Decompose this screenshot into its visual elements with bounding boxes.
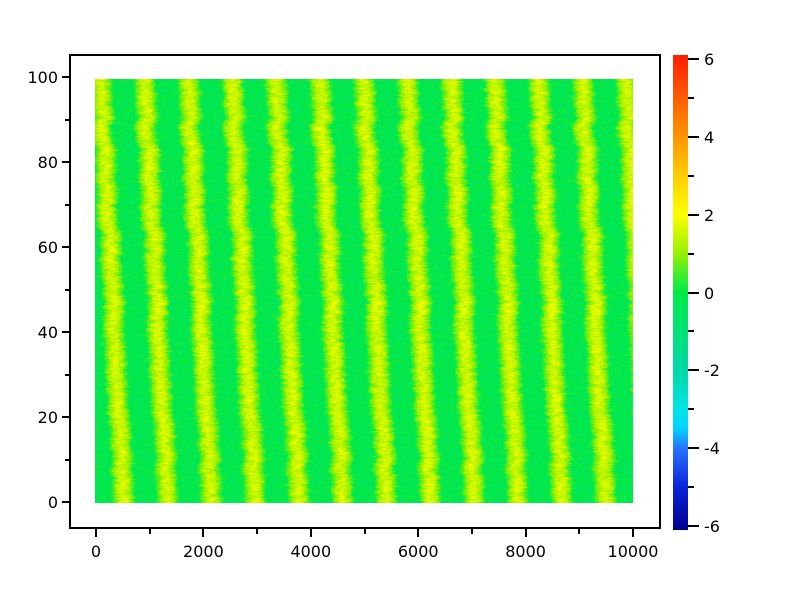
colorbar-major-tick bbox=[688, 291, 699, 294]
x-axis-tick-label: 4000 bbox=[290, 542, 332, 561]
colorbar-tick-label: -2 bbox=[704, 361, 720, 381]
colorbar-major-tick bbox=[688, 213, 699, 216]
y-axis-major-tick bbox=[62, 501, 70, 503]
colorbar-tick-label: 6 bbox=[704, 49, 715, 69]
y-axis-minor-tick bbox=[65, 458, 70, 461]
x-axis-major-tick bbox=[417, 529, 420, 537]
x-axis-tick-label: 0 bbox=[90, 542, 102, 561]
y-axis-major-tick bbox=[62, 161, 70, 163]
colorbar-tick-label: -4 bbox=[704, 439, 720, 459]
x-axis-minor-tick bbox=[363, 529, 366, 534]
colorbar-tick-label: -6 bbox=[704, 517, 720, 537]
y-axis-tick-label: 20 bbox=[37, 408, 58, 427]
colorbar-minor-tick bbox=[688, 330, 694, 333]
colorbar-minor-tick bbox=[688, 486, 694, 489]
colorbar-tick-label: 2 bbox=[704, 205, 715, 225]
colorbar-major-tick bbox=[688, 135, 699, 138]
x-axis-major-tick bbox=[632, 529, 634, 537]
colorbar-minor-tick bbox=[688, 252, 694, 255]
colorbar-tick-label: 0 bbox=[704, 283, 715, 303]
heatmap-canvas bbox=[95, 79, 633, 503]
y-axis-major-tick bbox=[62, 76, 70, 78]
x-axis-minor-tick bbox=[578, 529, 581, 534]
x-axis-major-tick bbox=[202, 529, 205, 537]
colorbar-minor-tick bbox=[688, 96, 694, 99]
colorbar-tick-label: 4 bbox=[704, 127, 715, 147]
y-axis-tick-label: 40 bbox=[37, 323, 58, 342]
colorbar-major-tick bbox=[688, 447, 699, 450]
x-axis-tick-label: 8000 bbox=[505, 542, 546, 561]
x-axis-tick-label: 2000 bbox=[183, 542, 224, 561]
y-axis-tick-label: 80 bbox=[37, 153, 58, 172]
y-axis-tick-label: 60 bbox=[37, 238, 58, 257]
colorbar-minor-tick bbox=[688, 174, 694, 177]
colorbar bbox=[673, 55, 688, 530]
colorbar-major-tick bbox=[688, 57, 699, 60]
y-axis-minor-tick bbox=[65, 118, 70, 121]
x-axis-tick-label: 6000 bbox=[397, 542, 439, 561]
y-axis-minor-tick bbox=[65, 373, 70, 376]
y-axis-major-tick bbox=[62, 246, 70, 248]
x-axis-major-tick bbox=[95, 529, 97, 537]
x-axis-major-tick bbox=[524, 529, 527, 537]
x-axis-tick-label: 10000 bbox=[607, 542, 659, 561]
y-axis-minor-tick bbox=[65, 203, 70, 206]
colorbar-major-tick bbox=[688, 525, 699, 528]
x-axis-minor-tick bbox=[148, 529, 151, 534]
y-axis-major-tick bbox=[62, 416, 70, 418]
y-axis-tick-label: 100 bbox=[27, 68, 58, 87]
colorbar-major-tick bbox=[688, 369, 699, 372]
x-axis-minor-tick bbox=[470, 529, 473, 534]
colorbar-minor-tick bbox=[688, 408, 694, 411]
x-axis-minor-tick bbox=[256, 529, 259, 534]
x-axis-major-tick bbox=[309, 529, 312, 537]
y-axis-major-tick bbox=[62, 331, 70, 333]
y-axis-tick-label: 0 bbox=[47, 493, 58, 512]
y-axis-minor-tick bbox=[65, 288, 70, 291]
